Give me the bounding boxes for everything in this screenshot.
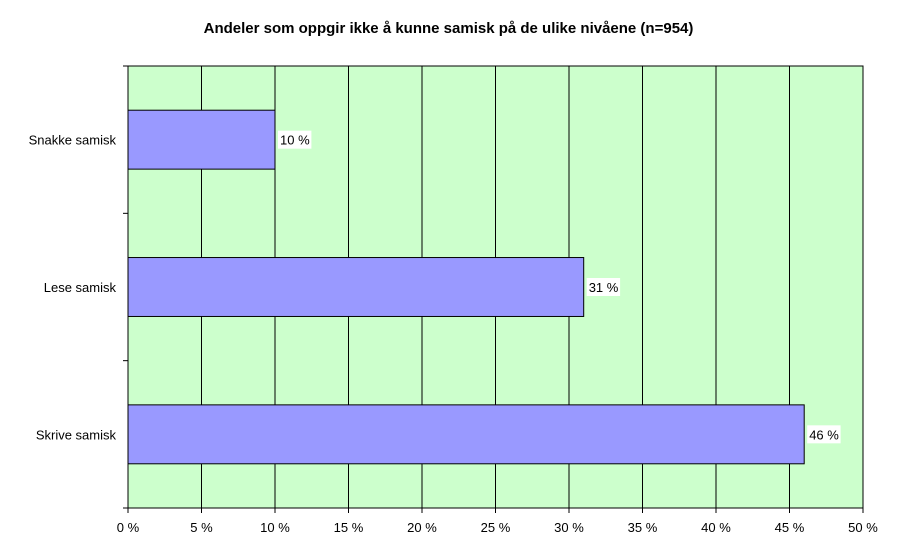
x-tick-label: 0 % <box>117 520 140 535</box>
data-label-background <box>586 278 621 296</box>
x-tick-label: 15 % <box>334 520 364 535</box>
data-label-background <box>807 425 841 444</box>
data-label: 31 % <box>589 280 619 295</box>
category-label: Snakke samisk <box>29 133 117 148</box>
bar <box>127 257 585 317</box>
category-label: Skrive samisk <box>36 427 117 442</box>
x-tick-label: 40 % <box>701 520 731 535</box>
x-tick-label: 50 % <box>848 520 878 535</box>
x-tick-label: 35 % <box>628 520 658 535</box>
chart-title: Andeler som oppgir ikke å kunne samisk p… <box>203 20 694 37</box>
x-tick-label: 30 % <box>554 520 584 535</box>
x-tick-label: 5 % <box>190 520 213 535</box>
x-tick-label: 10 % <box>260 520 290 535</box>
data-label-background <box>278 130 312 149</box>
x-tick-label: 45 % <box>775 520 805 535</box>
data-label: 10 % <box>280 133 310 148</box>
category-label: Lese samisk <box>44 280 117 295</box>
bars <box>127 109 805 465</box>
bar <box>127 404 805 465</box>
x-tick-label: 25 % <box>481 520 511 535</box>
labels: 0 % 5 % 10 % 15 % 20 % 25 % 30 % 35 % 40 % 45 % 50… <box>29 130 878 535</box>
bar <box>127 109 276 170</box>
axes <box>123 65 864 513</box>
data-label: 46 % <box>809 427 839 442</box>
x-tick-label: 20 % <box>407 520 437 535</box>
